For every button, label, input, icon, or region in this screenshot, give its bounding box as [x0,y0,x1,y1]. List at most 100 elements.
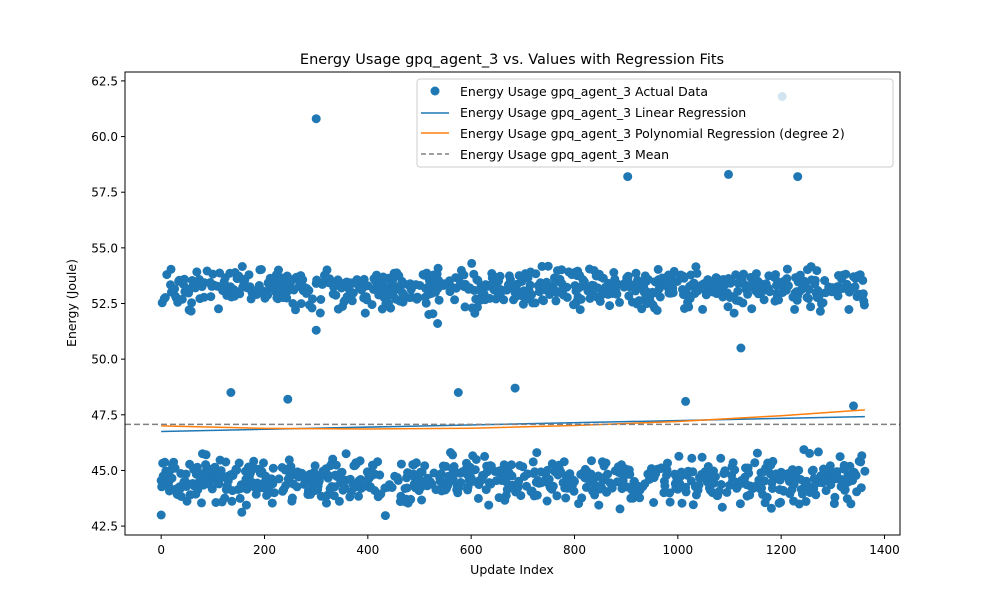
data-point [375,470,385,480]
data-point [459,270,469,280]
data-point [593,283,603,293]
y-tick-label: 45.0 [91,464,118,478]
data-point [525,280,535,290]
data-point [473,275,483,285]
data-point [356,475,366,484]
data-point [532,490,542,500]
data-point [235,289,245,299]
data-point [179,274,189,284]
data-point [267,498,277,508]
data-point [548,481,558,491]
data-point [663,458,672,468]
data-point [186,306,196,316]
data-point [747,304,757,314]
data-point [322,265,332,275]
legend-label-mean: Energy Usage gpq_agent_3 Mean [460,147,669,162]
x-tick-label: 1200 [766,543,797,557]
data-point [420,461,430,471]
data-point [774,295,784,305]
data-point [743,289,753,299]
chart-title: Energy Usage gpq_agent_3 vs. Values with… [300,52,724,68]
data-point [402,483,412,493]
data-point [528,457,538,467]
data-point [679,273,689,283]
data-point [612,289,622,299]
data-point [241,500,251,510]
data-point [752,448,762,458]
data-point [291,305,300,315]
y-tick-label: 52.5 [91,297,118,311]
data-point [561,493,571,503]
data-point [470,465,480,475]
data-point [473,493,483,503]
data-point [304,286,314,295]
data-point [237,507,247,517]
data-point [825,461,835,471]
data-point [436,469,446,479]
data-point [421,298,431,308]
data-point [562,292,572,302]
data-point [806,302,816,312]
data-point [615,504,625,514]
data-point [688,467,698,477]
data-point [674,451,684,461]
data-point [607,483,617,493]
data-point [720,466,730,476]
data-point [199,292,209,302]
polynomial-regression-curve [161,409,865,430]
data-point [495,271,505,281]
data-point [282,271,292,281]
data-point [547,459,557,469]
data-point [542,496,552,506]
data-point [460,302,470,312]
data-point [190,283,200,293]
x-tick-label: 200 [253,543,276,557]
data-point [738,298,748,308]
data-point [625,469,635,479]
y-axis-label: Energy (Joule) [64,259,79,347]
data-point [714,486,724,496]
data-point [669,266,679,276]
data-point [818,298,828,308]
data-point [507,471,517,481]
data-point [677,498,687,508]
data-point [577,493,587,503]
data-point [448,450,458,460]
x-tick-label: 1000 [663,543,694,557]
y-tick-label: 60.0 [91,130,118,144]
x-tick-label: 1400 [869,543,900,557]
data-point [360,308,370,318]
data-point [812,266,822,276]
data-point [789,479,799,489]
data-point [590,490,600,500]
data-point [762,492,772,502]
data-point [691,262,701,272]
data-point [850,282,860,292]
data-point [263,290,273,300]
y-tick-label: 62.5 [91,74,118,88]
data-point [782,274,792,284]
data-point [316,295,326,304]
x-tick-label: 0 [157,543,165,557]
data-point [311,114,321,124]
legend-box [416,78,894,168]
data-point [615,297,624,307]
data-point [331,460,341,470]
data-point [811,490,821,500]
data-point [220,493,230,503]
data-point [192,267,202,277]
data-point [170,284,180,294]
data-point [237,262,247,271]
data-point [221,457,231,467]
legend: Energy Usage gpq_agent_3 Actual Data Ene… [416,78,894,168]
data-point [214,304,223,314]
data-point [808,465,818,475]
data-point [160,293,170,302]
data-point [805,448,815,458]
data-point [649,498,659,507]
data-point [655,292,665,302]
data-point [605,301,615,311]
data-point [298,275,308,285]
data-point [688,500,698,510]
